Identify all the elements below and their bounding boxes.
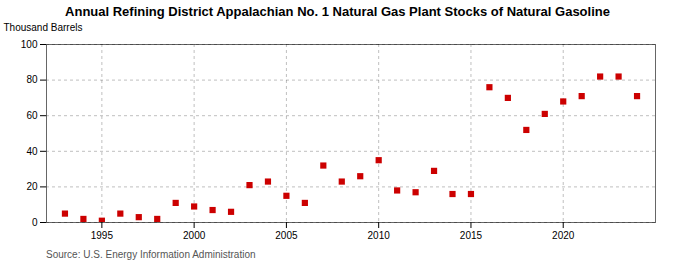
svg-text:100: 100 (21, 39, 38, 50)
svg-text:2000: 2000 (183, 230, 206, 241)
svg-text:80: 80 (26, 74, 38, 85)
svg-text:40: 40 (26, 146, 38, 157)
svg-text:1995: 1995 (91, 230, 114, 241)
svg-text:0: 0 (32, 217, 38, 228)
svg-text:2010: 2010 (368, 230, 391, 241)
html-text:Source: U.S. Energy Informatio: Source: U.S. Energy Information Administ… (46, 249, 256, 260)
svg-text:2020: 2020 (552, 230, 575, 241)
svg-text:Thousand Barrels: Thousand Barrels (4, 22, 83, 33)
svg-text:2015: 2015 (460, 230, 483, 241)
html-text:Annual Refining District Appal: Annual Refining District Appalachian No.… (65, 4, 610, 19)
svg-text:20: 20 (26, 181, 38, 192)
svg-text:60: 60 (26, 110, 38, 121)
svg-text:2005: 2005 (275, 230, 298, 241)
